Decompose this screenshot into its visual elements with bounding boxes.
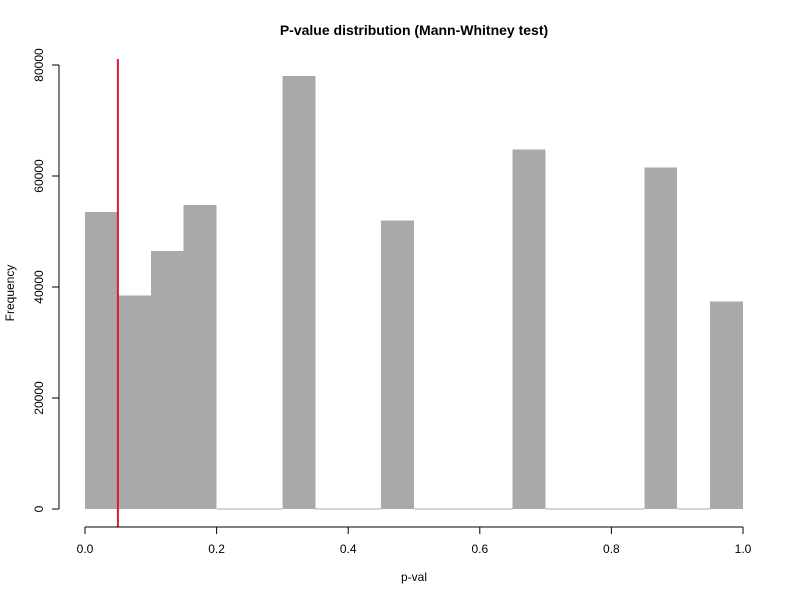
histogram-bar bbox=[644, 167, 678, 510]
histogram-bar bbox=[183, 204, 217, 510]
x-axis-label: p-val bbox=[401, 570, 427, 584]
histogram-bar bbox=[282, 76, 316, 509]
chart-title: P-value distribution (Mann-Whitney test) bbox=[280, 22, 548, 38]
histogram-bar bbox=[117, 295, 151, 509]
histogram-bar bbox=[512, 149, 546, 510]
y-axis: 0 20000 40000 60000 80000 bbox=[32, 48, 60, 512]
histogram-bar bbox=[381, 220, 414, 509]
histogram-bar bbox=[85, 212, 118, 509]
x-tick-label: 0.2 bbox=[208, 542, 225, 556]
x-tick-label: 1.0 bbox=[735, 542, 752, 556]
x-tick-label: 0.4 bbox=[340, 542, 357, 556]
y-axis-label: Frequency bbox=[3, 265, 17, 322]
x-axis: 0.0 0.2 0.4 0.6 0.8 1.0 bbox=[77, 526, 752, 556]
x-tick-label: 0.0 bbox=[77, 542, 94, 556]
histogram-bar bbox=[710, 301, 743, 509]
x-tick-label: 0.6 bbox=[471, 542, 488, 556]
y-tick-label: 40000 bbox=[32, 270, 46, 304]
y-tick-label: 20000 bbox=[32, 381, 46, 415]
y-tick-label: 60000 bbox=[32, 159, 46, 193]
histogram-bar bbox=[150, 250, 184, 510]
y-tick-label: 0 bbox=[32, 505, 46, 512]
y-tick-label: 80000 bbox=[32, 48, 46, 82]
bars-group bbox=[85, 76, 743, 510]
x-tick-label: 0.8 bbox=[603, 542, 620, 556]
